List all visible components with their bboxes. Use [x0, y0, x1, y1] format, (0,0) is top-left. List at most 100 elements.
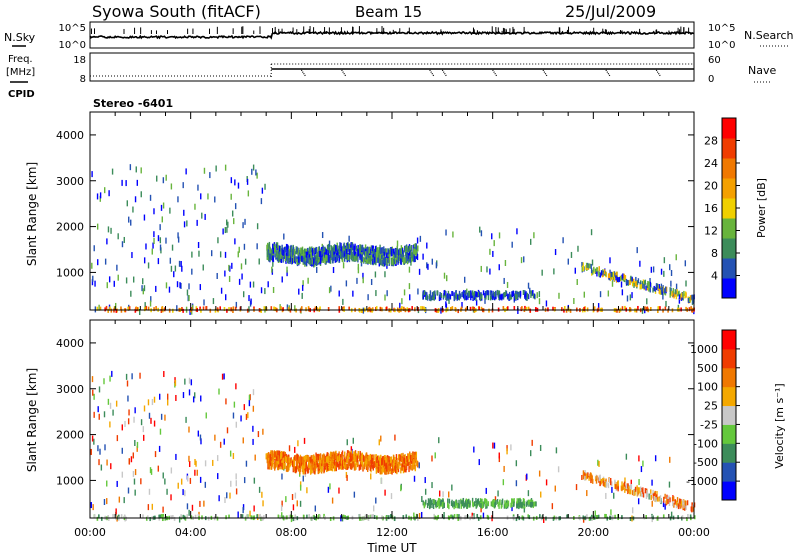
- echo-cell: [97, 259, 99, 266]
- echo-cell: [338, 290, 340, 297]
- echo-cell: [319, 306, 321, 311]
- echo-cell: [431, 455, 433, 462]
- echo-cell: [359, 450, 361, 457]
- echo-cell: [520, 499, 522, 505]
- xtick-label: 20:00: [577, 526, 609, 539]
- echo-cell: [166, 399, 169, 406]
- echo-cell: [433, 291, 435, 297]
- echo-cell: [538, 298, 541, 305]
- echo-cell: [203, 167, 206, 174]
- echo-cell: [266, 251, 269, 258]
- echo-cell: [149, 300, 152, 307]
- echo-cell: [487, 290, 489, 296]
- echo-cell: [164, 516, 167, 521]
- echo-cell: [366, 247, 369, 254]
- echo-cell: [604, 271, 607, 277]
- echo-cell: [256, 514, 258, 519]
- echo-cell: [477, 498, 480, 504]
- echo-cell: [606, 516, 609, 521]
- colorbar-swatch: [722, 330, 736, 350]
- echo-cell: [672, 290, 674, 296]
- echo-cell: [409, 249, 411, 256]
- echo-cell: [293, 464, 295, 471]
- echo-cell: [462, 293, 465, 299]
- echo-cell: [533, 232, 535, 239]
- echo-cell: [451, 502, 454, 508]
- echo-cell: [104, 187, 106, 194]
- echo-cell: [234, 179, 236, 186]
- echo-cell: [446, 275, 448, 282]
- echo-cell: [538, 470, 541, 477]
- echo-cell: [439, 500, 442, 506]
- echo-cell: [335, 461, 337, 468]
- echo-cell: [412, 244, 414, 251]
- echo-cell: [287, 253, 289, 260]
- echo-cell: [302, 468, 304, 475]
- echo-cell: [365, 457, 368, 464]
- echo-cell: [682, 499, 684, 505]
- echo-cell: [150, 417, 152, 424]
- echo-cell: [652, 493, 655, 499]
- echo-cell: [266, 457, 268, 464]
- echo-cell: [177, 482, 179, 489]
- echo-cell: [103, 378, 105, 385]
- echo-cell: [222, 228, 224, 235]
- echo-cell: [649, 278, 651, 285]
- echo-cell: [375, 290, 377, 297]
- echo-cell: [474, 501, 476, 507]
- echo-cell: [294, 492, 297, 499]
- echo-cell: [658, 284, 660, 290]
- xtick-label: 16:00: [477, 526, 509, 539]
- echo-cell: [649, 281, 652, 287]
- echo-cell: [310, 252, 312, 259]
- echo-cell: [321, 459, 324, 466]
- echo-cell: [610, 480, 612, 486]
- echo-cell: [314, 248, 316, 255]
- echo-cell: [265, 453, 267, 460]
- echo-cell: [110, 463, 112, 470]
- echo-cell: [322, 245, 324, 252]
- echo-cell: [451, 306, 454, 311]
- echo-cell: [385, 468, 387, 475]
- echo-cell: [504, 503, 507, 509]
- echo-cell: [148, 488, 151, 495]
- echo-cell: [191, 268, 193, 275]
- echo-cell: [498, 452, 500, 459]
- echo-cell: [490, 292, 493, 298]
- echo-cell: [320, 457, 322, 464]
- echo-cell: [345, 247, 348, 254]
- echo-cell: [293, 249, 296, 256]
- echo-cell: [111, 370, 113, 377]
- echo-cell: [401, 248, 404, 255]
- echo-cell: [110, 308, 113, 313]
- echo-cell: [644, 488, 647, 494]
- echo-cell: [174, 379, 177, 386]
- echo-cell: [628, 485, 631, 491]
- echo-cell: [677, 515, 679, 520]
- echo-cell: [623, 273, 625, 279]
- echo-cell: [467, 292, 469, 298]
- echo-cell: [409, 256, 411, 263]
- echo-cell: [380, 454, 382, 461]
- colorbar-tick-label: -500: [693, 456, 718, 469]
- echo-cell: [518, 498, 520, 504]
- echo-cell: [285, 453, 287, 460]
- echo-cell: [147, 399, 150, 406]
- echo-cell: [582, 474, 585, 480]
- echo-cell: [326, 456, 329, 463]
- echo-cell: [295, 466, 298, 473]
- echo-cell: [488, 308, 490, 313]
- echo-cell: [302, 280, 304, 287]
- echo-cell: [652, 287, 654, 293]
- echo-cell: [273, 462, 276, 469]
- echo-cell: [94, 306, 97, 313]
- echo-cell: [197, 242, 200, 249]
- echo-cell: [594, 510, 596, 517]
- echo-cell: [505, 502, 508, 508]
- echo-cell: [195, 460, 197, 467]
- echo-cell: [334, 465, 336, 472]
- colorbar-swatch: [722, 118, 736, 139]
- echo-cell: [186, 289, 189, 296]
- echo-cell: [107, 308, 109, 313]
- echo-cell: [363, 248, 365, 255]
